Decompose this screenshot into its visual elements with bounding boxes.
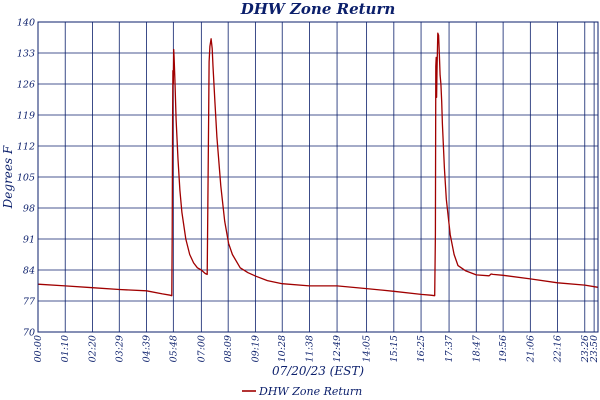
x-tick-label: 12:49 [332,335,343,362]
x-tick-label: 19:56 [498,335,509,362]
x-tick-label: 10:28 [277,335,288,362]
plot-border [37,21,599,333]
x-axis-label: 07/20/23 (EST) [272,364,364,378]
chart-title: DHW Zone Return [240,0,396,18]
y-tick-label: 84 [23,266,35,277]
x-tick-label: 00:00 [33,335,44,362]
x-tick-label: 02:20 [87,335,98,362]
x-tick-label: 17:37 [444,334,455,362]
y-tick-label: 98 [23,204,35,215]
x-tick-label: 21:06 [525,335,536,363]
y-tick-label: 77 [23,297,36,308]
x-tick-label: 04:39 [142,335,153,362]
x-tick-label: 05:48 [168,335,179,362]
x-tick-label: 09:19 [250,335,261,362]
x-tick-label: 07:00 [196,335,207,362]
x-tick-label: 14:05 [362,335,373,362]
x-tick-labels: 00:00 01:10 02:20 03:29 04:39 05:48 07:00 08:09… [33,334,600,363]
series-line [37,32,599,297]
x-tick-label: 18:47 [471,334,482,362]
y-tick-label: 126 [17,80,35,91]
y-tick-label: 112 [17,142,35,153]
x-tick-label: 23:50 [589,335,600,363]
legend-label: DHW Zone Return [258,385,362,398]
series-layer [37,32,599,297]
y-axis-label: Degrees F [1,145,15,209]
x-tick-label: 15:15 [389,335,400,362]
y-tick-label: 70 [23,328,35,339]
x-tick-label: 08:09 [223,335,234,362]
x-tick-label: 11:38 [304,335,315,362]
legend: DHW Zone Return [242,385,362,398]
y-tick-label: 133 [17,49,35,60]
y-tick-label: 105 [17,173,35,184]
x-tick-label: 16:25 [416,335,427,362]
y-tick-label: 119 [17,111,35,122]
x-tick-label: 23:26 [580,335,591,363]
x-tick-label: 01:10 [60,335,71,362]
y-tick-label: 140 [17,18,35,29]
x-tick-label: 22:16 [553,335,564,363]
x-tick-label: 03:29 [114,335,125,362]
y-tick-label: 91 [23,235,35,246]
y-tick-labels: 70 77 84 91 98 105 112 119 126 133 140 [17,18,36,339]
